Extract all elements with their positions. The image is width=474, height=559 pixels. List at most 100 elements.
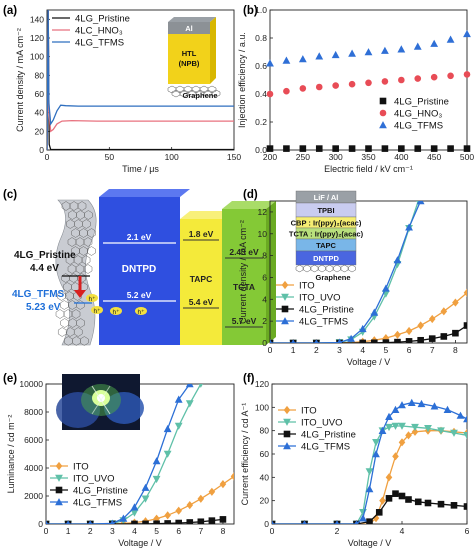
- y-tick-label: 100: [30, 52, 44, 62]
- data-point: [424, 425, 432, 433]
- data-point: [164, 520, 171, 524]
- tapc-lumo: 1.8 eV: [189, 229, 214, 239]
- data-point: [186, 519, 194, 524]
- data-point: [398, 438, 406, 447]
- x-tick-label: 0: [270, 526, 275, 536]
- legend-label: 4LG_HNO₃: [394, 109, 442, 120]
- data-point: [283, 87, 290, 95]
- series-line-ito: [272, 430, 467, 524]
- data-point: [424, 499, 432, 507]
- data-point: [208, 517, 216, 524]
- x-tick-label: 6: [176, 526, 181, 536]
- data-point: [411, 427, 419, 436]
- stack-layer-label: TCTA : Ir(ppy)₂(acac): [289, 230, 364, 239]
- y-tick-label: 0: [264, 519, 269, 529]
- dntpd-lumo: 2.1 eV: [127, 232, 152, 242]
- data-point: [382, 339, 390, 343]
- data-point: [230, 472, 234, 481]
- data-point: [331, 50, 340, 59]
- data-point: [299, 145, 307, 152]
- x-tick-label: 5: [384, 345, 389, 355]
- x-tick-label: 0: [44, 526, 49, 536]
- x-tick-label: 50: [105, 152, 115, 162]
- tcta-lumo: 2.43 eV: [229, 247, 259, 257]
- panel-label-b: (b): [243, 5, 258, 17]
- data-point: [365, 468, 374, 476]
- data-point: [364, 48, 373, 56]
- x-tick-label: 1: [66, 526, 71, 536]
- y-tick-label: 120: [30, 33, 44, 43]
- data-point: [131, 520, 138, 524]
- data-point: [152, 457, 161, 465]
- panel-label-e: (e): [3, 373, 17, 385]
- y-tick-label: 0: [38, 519, 43, 529]
- data-point: [393, 256, 402, 264]
- data-point: [416, 201, 425, 205]
- al-layer: [168, 22, 210, 34]
- series-line-4lg-tfms: [47, 10, 234, 150]
- stack-graphene-label: Graphene: [315, 273, 350, 282]
- x-tick-label: 2: [88, 526, 93, 536]
- data-point: [381, 284, 390, 292]
- svg-text:h⁺: h⁺: [137, 309, 145, 316]
- data-point: [398, 76, 405, 84]
- data-point: [430, 39, 439, 47]
- data-point: [381, 78, 389, 85]
- tfms-name: 4LG_TFMS: [12, 289, 65, 300]
- data-point: [405, 431, 412, 440]
- data-point: [359, 514, 367, 522]
- data-point: [365, 485, 374, 493]
- data-point: [174, 395, 183, 403]
- data-point: [315, 145, 323, 152]
- data-point: [379, 496, 386, 505]
- legend-label: ITO_UVO: [73, 474, 115, 485]
- data-point: [463, 432, 467, 440]
- legend-label: 4LG_Pristine: [394, 97, 449, 108]
- htl-layer-label-1: HTL: [182, 49, 197, 58]
- legend-label: 4LC_HNO₃: [75, 26, 123, 37]
- x-tick-label: 5: [154, 526, 159, 536]
- data-point: [463, 29, 471, 38]
- y-tick-label: 0.6: [255, 61, 267, 71]
- data-point: [398, 422, 406, 430]
- data-point: [282, 56, 291, 64]
- device-photo-inset: [56, 374, 144, 430]
- data-point: [450, 502, 458, 509]
- energy-level-diagram: 2.1 eV DNTPD 5.2 eV 1.8 eV TAPC 5.4 eV 2…: [12, 189, 276, 346]
- graphene-lattice-icon: [167, 85, 221, 98]
- data-point: [88, 520, 93, 524]
- data-point: [405, 223, 413, 231]
- data-point: [163, 450, 172, 458]
- data-point: [381, 46, 389, 54]
- data-point: [430, 73, 438, 81]
- data-point: [46, 520, 49, 524]
- data-point: [152, 475, 161, 484]
- legend-marker: [379, 109, 387, 117]
- data-point: [283, 145, 290, 152]
- data-point: [394, 330, 401, 339]
- y-tick-label: 6: [262, 272, 267, 282]
- data-point: [197, 518, 205, 524]
- data-point: [398, 492, 406, 500]
- legend-marker: [281, 293, 289, 301]
- data-point: [385, 423, 393, 432]
- legend-label: ITO: [301, 406, 317, 417]
- legend-marker: [281, 305, 289, 313]
- data-point: [430, 145, 438, 152]
- dntpd-block: [99, 197, 180, 345]
- data-point: [463, 71, 471, 78]
- data-point: [219, 516, 227, 523]
- x-tick-label: 6: [465, 526, 470, 536]
- data-point: [440, 333, 448, 340]
- data-point: [153, 514, 160, 523]
- data-point: [302, 520, 307, 524]
- data-point: [398, 145, 405, 152]
- data-point: [365, 79, 372, 87]
- data-point: [270, 339, 274, 343]
- data-point: [463, 145, 471, 152]
- data-point: [186, 501, 194, 510]
- y-tick-label: 0.0: [255, 145, 267, 155]
